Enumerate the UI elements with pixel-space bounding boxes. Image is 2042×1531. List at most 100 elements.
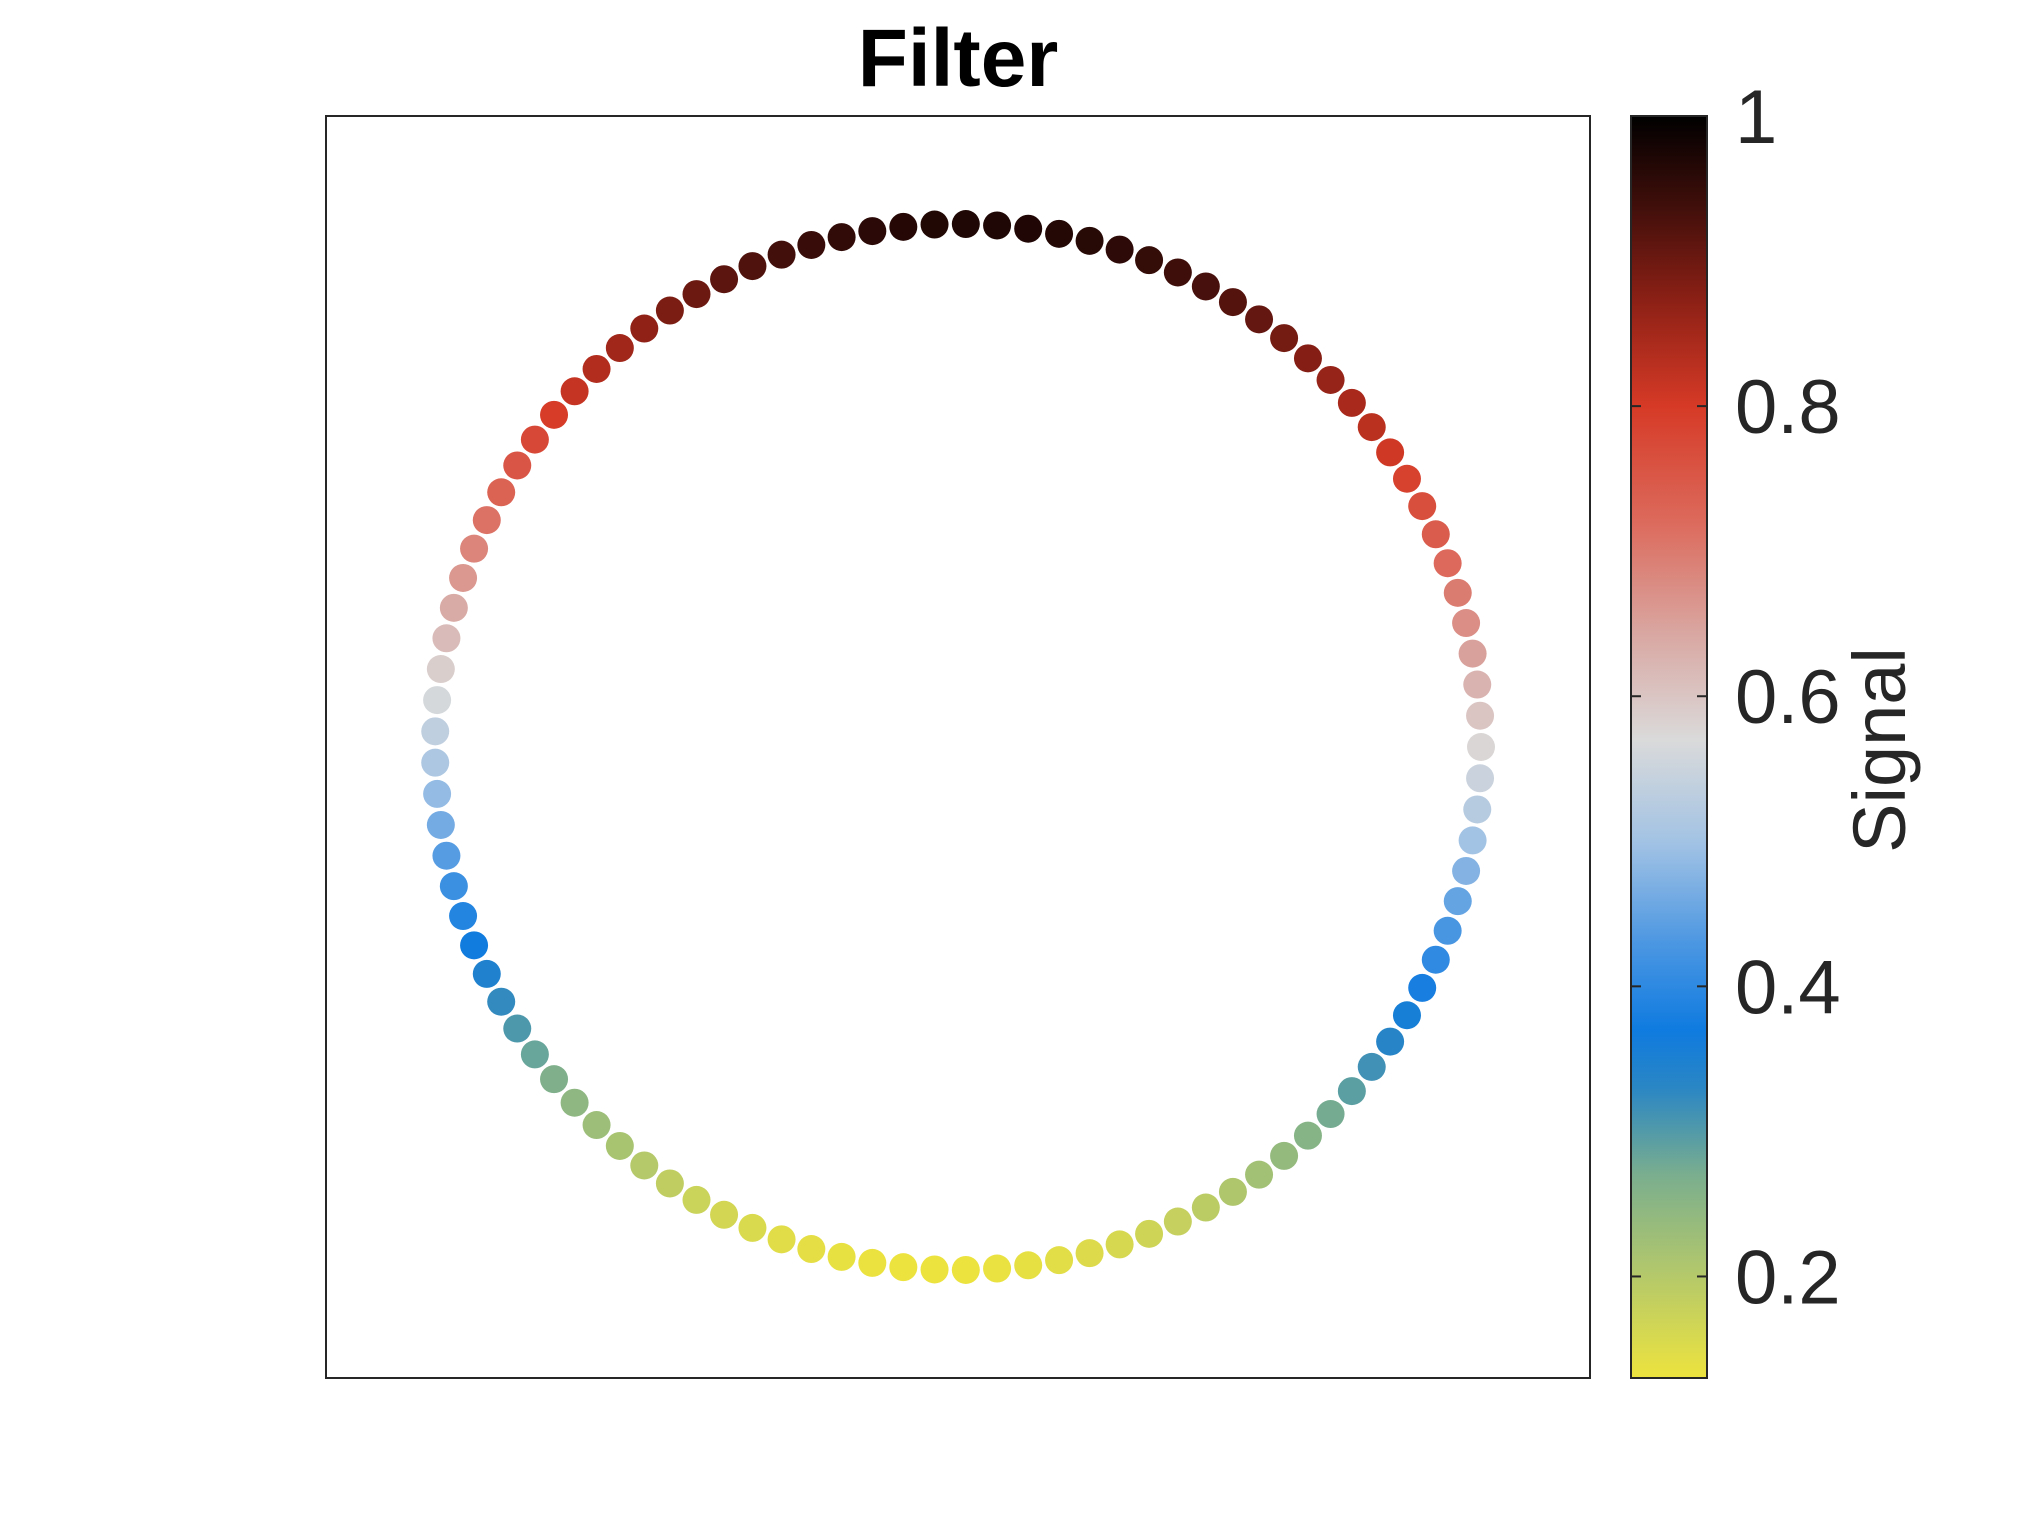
scatter-point <box>889 212 918 241</box>
colorbar-tick-label: 0.4 <box>1735 945 1841 1030</box>
scatter-point <box>1357 413 1386 442</box>
scatter-point <box>1452 609 1481 638</box>
scatter-point <box>920 210 949 239</box>
scatter-point <box>1433 916 1462 945</box>
scatter-point <box>858 217 887 246</box>
scatter-point <box>1218 288 1247 317</box>
scatter-point <box>710 265 739 294</box>
scatter-point <box>1466 764 1495 793</box>
scatter-point <box>738 1213 767 1242</box>
scatter-point <box>1105 1230 1134 1259</box>
scatter-point <box>1421 520 1450 549</box>
scatter-point <box>1163 258 1192 287</box>
scatter-point <box>797 1235 826 1264</box>
scatter-point <box>421 717 450 746</box>
scatter-point <box>1245 1160 1274 1189</box>
scatter-point <box>1293 344 1322 373</box>
scatter-point <box>1376 1027 1405 1056</box>
scatter-point <box>827 1242 856 1271</box>
scatter-point <box>1376 438 1405 467</box>
scatter-point <box>439 593 468 622</box>
scatter-point <box>983 211 1012 240</box>
scatter-point <box>582 354 611 383</box>
scatter-point <box>605 1131 634 1160</box>
scatter-point <box>1270 324 1299 353</box>
scatter-point <box>560 377 589 406</box>
scatter-point <box>1458 826 1487 855</box>
scatter-point <box>655 1169 684 1198</box>
scatter-point <box>472 506 501 535</box>
scatter-point <box>439 872 468 901</box>
scatter-point <box>540 1065 569 1094</box>
scatter-point <box>426 655 455 684</box>
scatter-point <box>1163 1207 1192 1236</box>
scatter-point <box>432 624 461 653</box>
scatter-point <box>1135 246 1164 275</box>
scatter-point <box>426 810 455 839</box>
scatter-point <box>1433 549 1462 578</box>
scatter-point <box>1463 670 1492 699</box>
scatter-point <box>1463 795 1492 824</box>
scatter-point <box>1408 492 1437 521</box>
scatter-points <box>421 210 1495 1284</box>
scatter-point <box>1191 272 1220 301</box>
scatter-point <box>1075 1239 1104 1268</box>
scatter-point <box>655 296 684 325</box>
scatter-point <box>983 1254 1012 1283</box>
scatter-point <box>423 686 452 715</box>
colorbar-tick-label: 0.6 <box>1735 655 1841 740</box>
scatter-point <box>503 451 532 480</box>
scatter-point <box>1337 1077 1366 1106</box>
scatter-point <box>421 748 450 777</box>
scatter-point <box>1452 856 1481 885</box>
scatter-point <box>1421 945 1450 974</box>
scatter-point <box>682 280 711 309</box>
scatter-point <box>767 1225 796 1254</box>
scatter-point <box>1218 1177 1247 1206</box>
scatter-point <box>605 334 634 363</box>
scatter-point <box>682 1185 711 1214</box>
scatter-point <box>920 1255 949 1284</box>
scatter-point <box>858 1248 887 1277</box>
colorbar-label: Signal <box>1838 647 1921 853</box>
scatter-point <box>710 1200 739 1229</box>
scatter-point <box>767 240 796 269</box>
colorbar-tick-label: 0.2 <box>1735 1235 1841 1320</box>
scatter-point <box>449 902 478 931</box>
colorbar-tick-label: 1 <box>1735 75 1777 160</box>
scatter-point <box>503 1014 532 1043</box>
scatter-point <box>1014 214 1043 243</box>
scatter-point <box>472 959 501 988</box>
scatter-point <box>738 252 767 281</box>
scatter-point <box>540 400 569 429</box>
scatter-point <box>1075 226 1104 255</box>
scatter-point <box>487 478 516 507</box>
scatter-point <box>1191 1193 1220 1222</box>
colorbar-tick-label: 0.8 <box>1735 365 1841 450</box>
scatter-point <box>1392 464 1421 493</box>
scatter-point <box>1045 1246 1074 1275</box>
scatter-point <box>1316 365 1345 394</box>
scatter-point <box>487 987 516 1016</box>
scatter-point <box>460 931 489 960</box>
scatter-point <box>1357 1052 1386 1081</box>
scatter-point <box>1443 887 1472 916</box>
colorbar <box>1630 115 1708 1379</box>
chart-title: Filter <box>858 13 1058 104</box>
scatter-point <box>1270 1141 1299 1170</box>
scatter-point <box>1443 578 1472 607</box>
scatter-point <box>1408 973 1437 1002</box>
scatter-point <box>1337 388 1366 417</box>
scatter-point <box>520 425 549 454</box>
scatter-point <box>889 1253 918 1282</box>
scatter-point <box>1467 733 1495 761</box>
scatter-point <box>1458 639 1487 668</box>
scatter-point <box>1105 235 1134 264</box>
scatter-point <box>423 779 452 808</box>
scatter-point <box>951 1255 980 1284</box>
scatter-point <box>797 230 826 259</box>
scatter-point <box>1293 1121 1322 1150</box>
scatter-point <box>827 223 856 252</box>
scatter-point <box>520 1040 549 1069</box>
